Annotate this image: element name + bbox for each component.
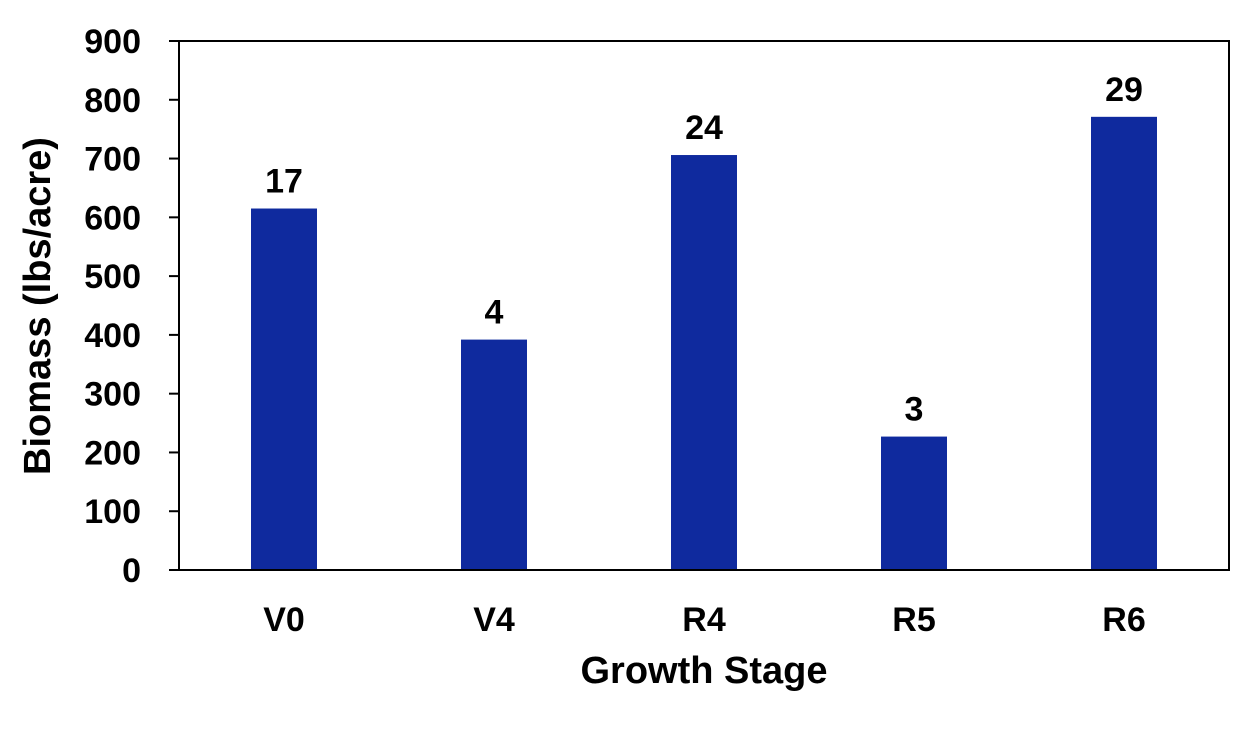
y-tick-label: 700	[84, 141, 141, 179]
y-tick-label: 600	[84, 199, 141, 237]
plot-area-frame	[178, 40, 1230, 571]
bar-v0	[251, 208, 317, 570]
data-label-r5: 3	[905, 391, 924, 429]
x-tick-label-r5: R5	[892, 601, 935, 639]
data-label-r6: 29	[1105, 71, 1143, 109]
data-labels-group: 17 4 24 3 29	[265, 71, 1143, 429]
data-label-v4: 4	[485, 294, 504, 332]
x-tick-label-r6: R6	[1102, 601, 1145, 639]
y-tick-label: 400	[84, 317, 141, 355]
bar-r5	[881, 436, 947, 570]
y-tick-label: 200	[84, 434, 141, 472]
data-label-r4: 24	[685, 109, 723, 147]
x-tick-label-v4: V4	[473, 601, 515, 639]
y-tick-label: 100	[84, 493, 141, 531]
y-tick-label: 0	[122, 552, 141, 590]
x-tick-label-v0: V0	[263, 601, 305, 639]
x-axis-labels: V0 V4 R4 R5 R6	[263, 601, 1146, 639]
y-axis-ticks: 0 100 200 300 400 500 600 700 800 900	[84, 23, 179, 590]
y-tick-label: 500	[84, 258, 141, 296]
x-tick-label-r4: R4	[682, 601, 726, 639]
data-label-v0: 17	[265, 163, 303, 201]
y-tick-label: 300	[84, 376, 141, 414]
bar-v4	[461, 339, 527, 570]
bar-r4	[671, 155, 737, 571]
y-tick-label: 800	[84, 82, 141, 120]
y-axis-title: Biomass (lbs/acre)	[17, 137, 59, 475]
bar-r6	[1091, 116, 1157, 570]
x-axis-title: Growth Stage	[580, 650, 827, 692]
bars-group	[251, 116, 1157, 571]
y-tick-label: 900	[84, 23, 141, 61]
